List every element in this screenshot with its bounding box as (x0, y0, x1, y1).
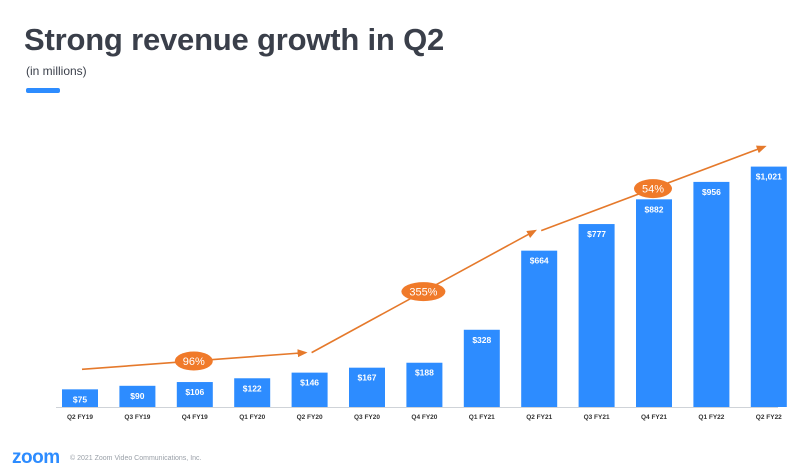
bar-value-label: $167 (358, 373, 377, 383)
x-tick-label: Q2 FY19 (67, 414, 93, 421)
bar (291, 372, 328, 407)
growth-badge (174, 351, 213, 371)
growth-badge-label: 355% (409, 287, 437, 299)
bar-value-label: $777 (587, 229, 606, 239)
bar-value-label: $146 (300, 378, 319, 388)
bar (119, 385, 156, 407)
growth-badge-label: 54% (642, 184, 664, 196)
growth-badge-label: 96% (183, 356, 205, 368)
x-tick-label: Q1 FY22 (698, 414, 724, 421)
bar-value-label: $106 (185, 387, 204, 397)
x-tick-label: Q4 FY19 (182, 414, 208, 421)
bar-value-label: $328 (472, 335, 491, 345)
title-accent-bar (26, 88, 60, 93)
bar-value-label: $882 (645, 204, 664, 214)
bar (636, 199, 672, 407)
bar-value-label: $90 (130, 391, 144, 401)
x-tick-label: Q3 FY21 (584, 414, 610, 421)
x-tick-label: Q1 FY21 (469, 414, 495, 421)
bar (234, 378, 271, 407)
page-subtitle: (in millions) (26, 64, 87, 78)
x-tick-label: Q4 FY20 (411, 414, 437, 421)
x-tick-label: Q4 FY21 (641, 414, 667, 421)
bar-value-label: $122 (243, 383, 262, 393)
bar-value-label: $664 (530, 256, 549, 266)
page-title: Strong revenue growth in Q2 (24, 22, 445, 57)
x-tick-label: Q1 FY20 (239, 414, 265, 421)
bar (521, 250, 558, 407)
x-tick-label: Q2 FY20 (297, 414, 323, 421)
bar-value-label: $188 (415, 368, 434, 378)
zoom-logo: zoom (12, 447, 60, 468)
x-tick-label: Q2 FY21 (526, 414, 552, 421)
growth-badge (634, 179, 672, 199)
bar (578, 224, 615, 407)
bar-value-label: $956 (702, 187, 721, 197)
copyright-text: © 2021 Zoom Video Communications, Inc. (70, 455, 202, 462)
bar (463, 329, 500, 407)
bar (406, 362, 443, 407)
bar (693, 181, 730, 407)
bar (62, 389, 98, 407)
bar (176, 382, 213, 407)
bar (750, 166, 787, 407)
bar-value-label: $1,021 (756, 172, 782, 182)
x-tick-label: Q3 FY19 (124, 414, 150, 421)
growth-badge (401, 282, 446, 302)
x-tick-label: Q3 FY20 (354, 414, 380, 421)
bar-value-label: $75 (73, 394, 87, 404)
x-tick-label: Q2 FY22 (756, 414, 782, 421)
bar (349, 367, 385, 407)
